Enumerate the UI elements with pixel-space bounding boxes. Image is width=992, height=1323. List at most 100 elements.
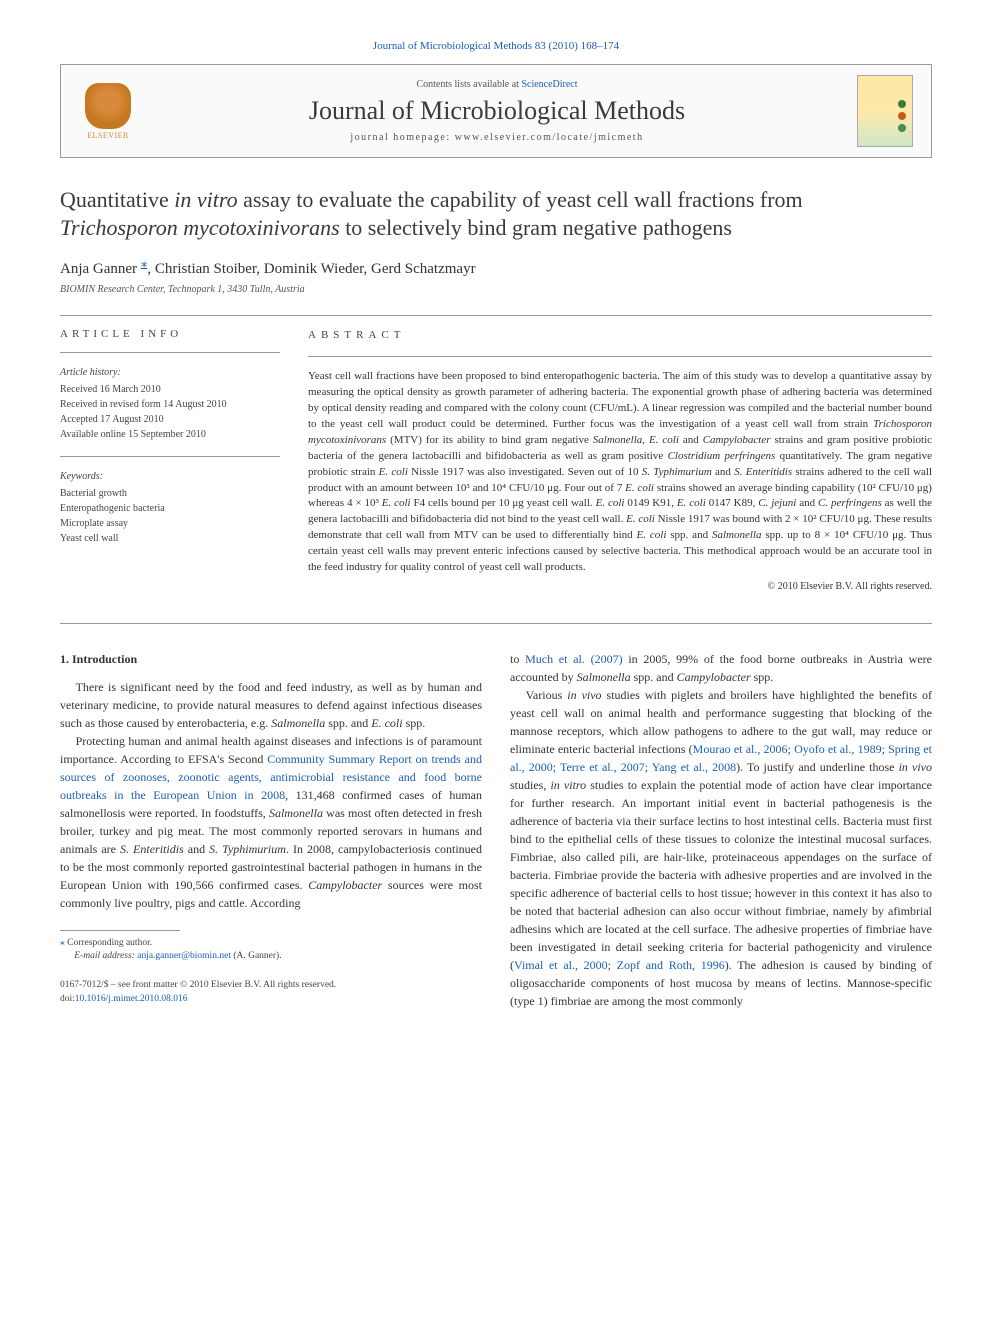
info-abstract-row: article info Article history: Received 1…	[60, 328, 932, 595]
text-run: Salmonella	[577, 670, 631, 684]
text-run: ,	[642, 434, 649, 446]
text-run: ). To justify and underline those	[736, 760, 898, 774]
top-citation-link[interactable]: Journal of Microbiological Methods 83 (2…	[60, 40, 932, 52]
article-info-column: article info Article history: Received 1…	[60, 328, 280, 595]
body-paragraph: There is significant need by the food an…	[60, 678, 482, 732]
text-run: E. coli	[637, 529, 667, 541]
text-run: Salmonella	[712, 529, 762, 541]
corresponding-author: ⁎ Corresponding author.	[60, 937, 482, 950]
text-run: studies,	[510, 778, 550, 792]
text-run: to	[510, 652, 525, 666]
text-run: E. coli	[649, 434, 679, 446]
text-run: 0147 K89,	[706, 497, 758, 509]
divider	[60, 456, 280, 457]
history-line: Received 16 March 2010	[60, 382, 280, 397]
title-seg-italic: Trichosporon mycotoxinivorans	[60, 215, 340, 240]
keywords-block: Keywords: Bacterial growth Enteropathoge…	[60, 469, 280, 546]
text-run: S. Typhimurium	[642, 466, 712, 478]
abstract-column: abstract Yeast cell wall fractions have …	[308, 328, 932, 595]
homepage-pre: journal homepage:	[350, 132, 454, 143]
article-history-block: Article history: Received 16 March 2010 …	[60, 365, 280, 442]
title-seg: Quantitative	[60, 187, 174, 212]
text-run: studies to explain the potential mode of…	[510, 778, 932, 972]
history-line: Accepted 17 August 2010	[60, 412, 280, 427]
keyword: Microplate assay	[60, 516, 280, 531]
text-run: Clostridium perfringens	[668, 450, 776, 462]
section-heading: 1. Introduction	[60, 650, 482, 668]
divider	[60, 352, 280, 353]
text-run: in vitro	[550, 778, 586, 792]
elsevier-logo: ELSEVIER	[79, 77, 137, 145]
cover-dots-icon	[898, 100, 906, 132]
divider	[60, 623, 932, 624]
keyword: Enteropathogenic bacteria	[60, 501, 280, 516]
corresponding-star-link[interactable]: ⁎	[141, 255, 148, 270]
email-suffix: (A. Ganner).	[231, 951, 282, 961]
abstract-copyright: © 2010 Elsevier B.V. All rights reserved…	[308, 580, 932, 595]
contents-pre: Contents lists available at	[416, 79, 521, 90]
text-run: (MTV) for its ability to bind gram negat…	[386, 434, 593, 446]
journal-name: Journal of Microbiological Methods	[137, 96, 857, 126]
text-run: C. perfringens	[818, 497, 882, 509]
elsevier-tree-icon	[85, 83, 131, 129]
elsevier-label: ELSEVIER	[87, 131, 129, 140]
doi-link[interactable]: 10.1016/j.mimet.2010.08.016	[75, 994, 188, 1004]
text-run: Campylobacter	[677, 670, 751, 684]
header-center: Contents lists available at ScienceDirec…	[137, 79, 857, 143]
journal-header: ELSEVIER Contents lists available at Sci…	[60, 64, 932, 158]
text-run: S. Typhimurium	[209, 842, 286, 856]
text-run: and	[184, 842, 209, 856]
authors-line: Anja Ganner ⁎, Christian Stoiber, Domini…	[60, 255, 932, 278]
text-run: E. coli	[371, 716, 402, 730]
body-paragraph: Protecting human and animal health again…	[60, 732, 482, 912]
text-run: and	[796, 497, 818, 509]
text-run: S. Enteritidis	[734, 466, 792, 478]
text-run: Campylobacter	[703, 434, 771, 446]
text-run: 0149 K91,	[624, 497, 676, 509]
text-run: E. coli	[382, 497, 411, 509]
email-label: E-mail address:	[74, 951, 137, 961]
sciencedirect-link[interactable]: ScienceDirect	[521, 79, 577, 90]
divider	[60, 315, 932, 316]
body-paragraph: Various in vivo studies with piglets and…	[510, 686, 932, 1010]
keyword: Yeast cell wall	[60, 531, 280, 546]
keywords-label: Keywords:	[60, 469, 280, 484]
text-run: and	[679, 434, 703, 446]
footnote-separator	[60, 930, 180, 931]
page: Journal of Microbiological Methods 83 (2…	[0, 0, 992, 1050]
text-run: spp.	[751, 670, 774, 684]
doi-prefix: doi:	[60, 994, 75, 1004]
star-icon: ⁎	[60, 938, 65, 948]
history-label: Article history:	[60, 365, 280, 380]
divider	[308, 356, 932, 357]
corresponding-label: Corresponding author.	[67, 938, 152, 948]
text-run: S. Enteritidis	[120, 842, 184, 856]
text-run: in vivo	[567, 688, 601, 702]
body-columns: 1. Introduction There is significant nee…	[60, 650, 932, 1010]
email-line: E-mail address: anja.ganner@biomin.net (…	[60, 950, 482, 963]
text-run: Campylobacter	[308, 878, 382, 892]
text-run: C. jejuni	[758, 497, 796, 509]
body-paragraph: to Much et al. (2007) in 2005, 99% of th…	[510, 650, 932, 686]
text-run: E. coli	[596, 497, 625, 509]
title-seg: to selectively bind gram negative pathog…	[340, 215, 732, 240]
citation-link[interactable]: Vimal et al., 2000; Zopf and Roth, 1996	[514, 958, 725, 972]
journal-cover-thumb	[857, 75, 913, 147]
text-run: E. coli	[379, 466, 408, 478]
text-run: Salmonella	[269, 806, 323, 820]
text-run: Salmonella	[271, 716, 325, 730]
text-run: and	[712, 466, 734, 478]
text-run: F4 cells bound per 10 μg yeast cell wall…	[411, 497, 596, 509]
abstract-text: Yeast cell wall fractions have been prop…	[308, 369, 932, 576]
bottom-meta: 0167-7012/$ – see front matter © 2010 El…	[60, 979, 482, 1006]
citation-link[interactable]: Much et al. (2007)	[525, 652, 623, 666]
affiliation: BIOMIN Research Center, Technopark 1, 34…	[60, 284, 932, 295]
footnotes: ⁎ Corresponding author. E-mail address: …	[60, 937, 482, 964]
text-run: Nissle 1917 was also investigated. Seven…	[408, 466, 642, 478]
text-run: Yeast cell wall fractions have been prop…	[308, 370, 932, 430]
article-info-heading: article info	[60, 328, 280, 340]
email-link[interactable]: anja.ganner@biomin.net	[137, 951, 231, 961]
title-seg: assay to evaluate the capability of yeas…	[238, 187, 803, 212]
text-run: spp. and	[666, 529, 712, 541]
text-run: in vivo	[899, 760, 932, 774]
